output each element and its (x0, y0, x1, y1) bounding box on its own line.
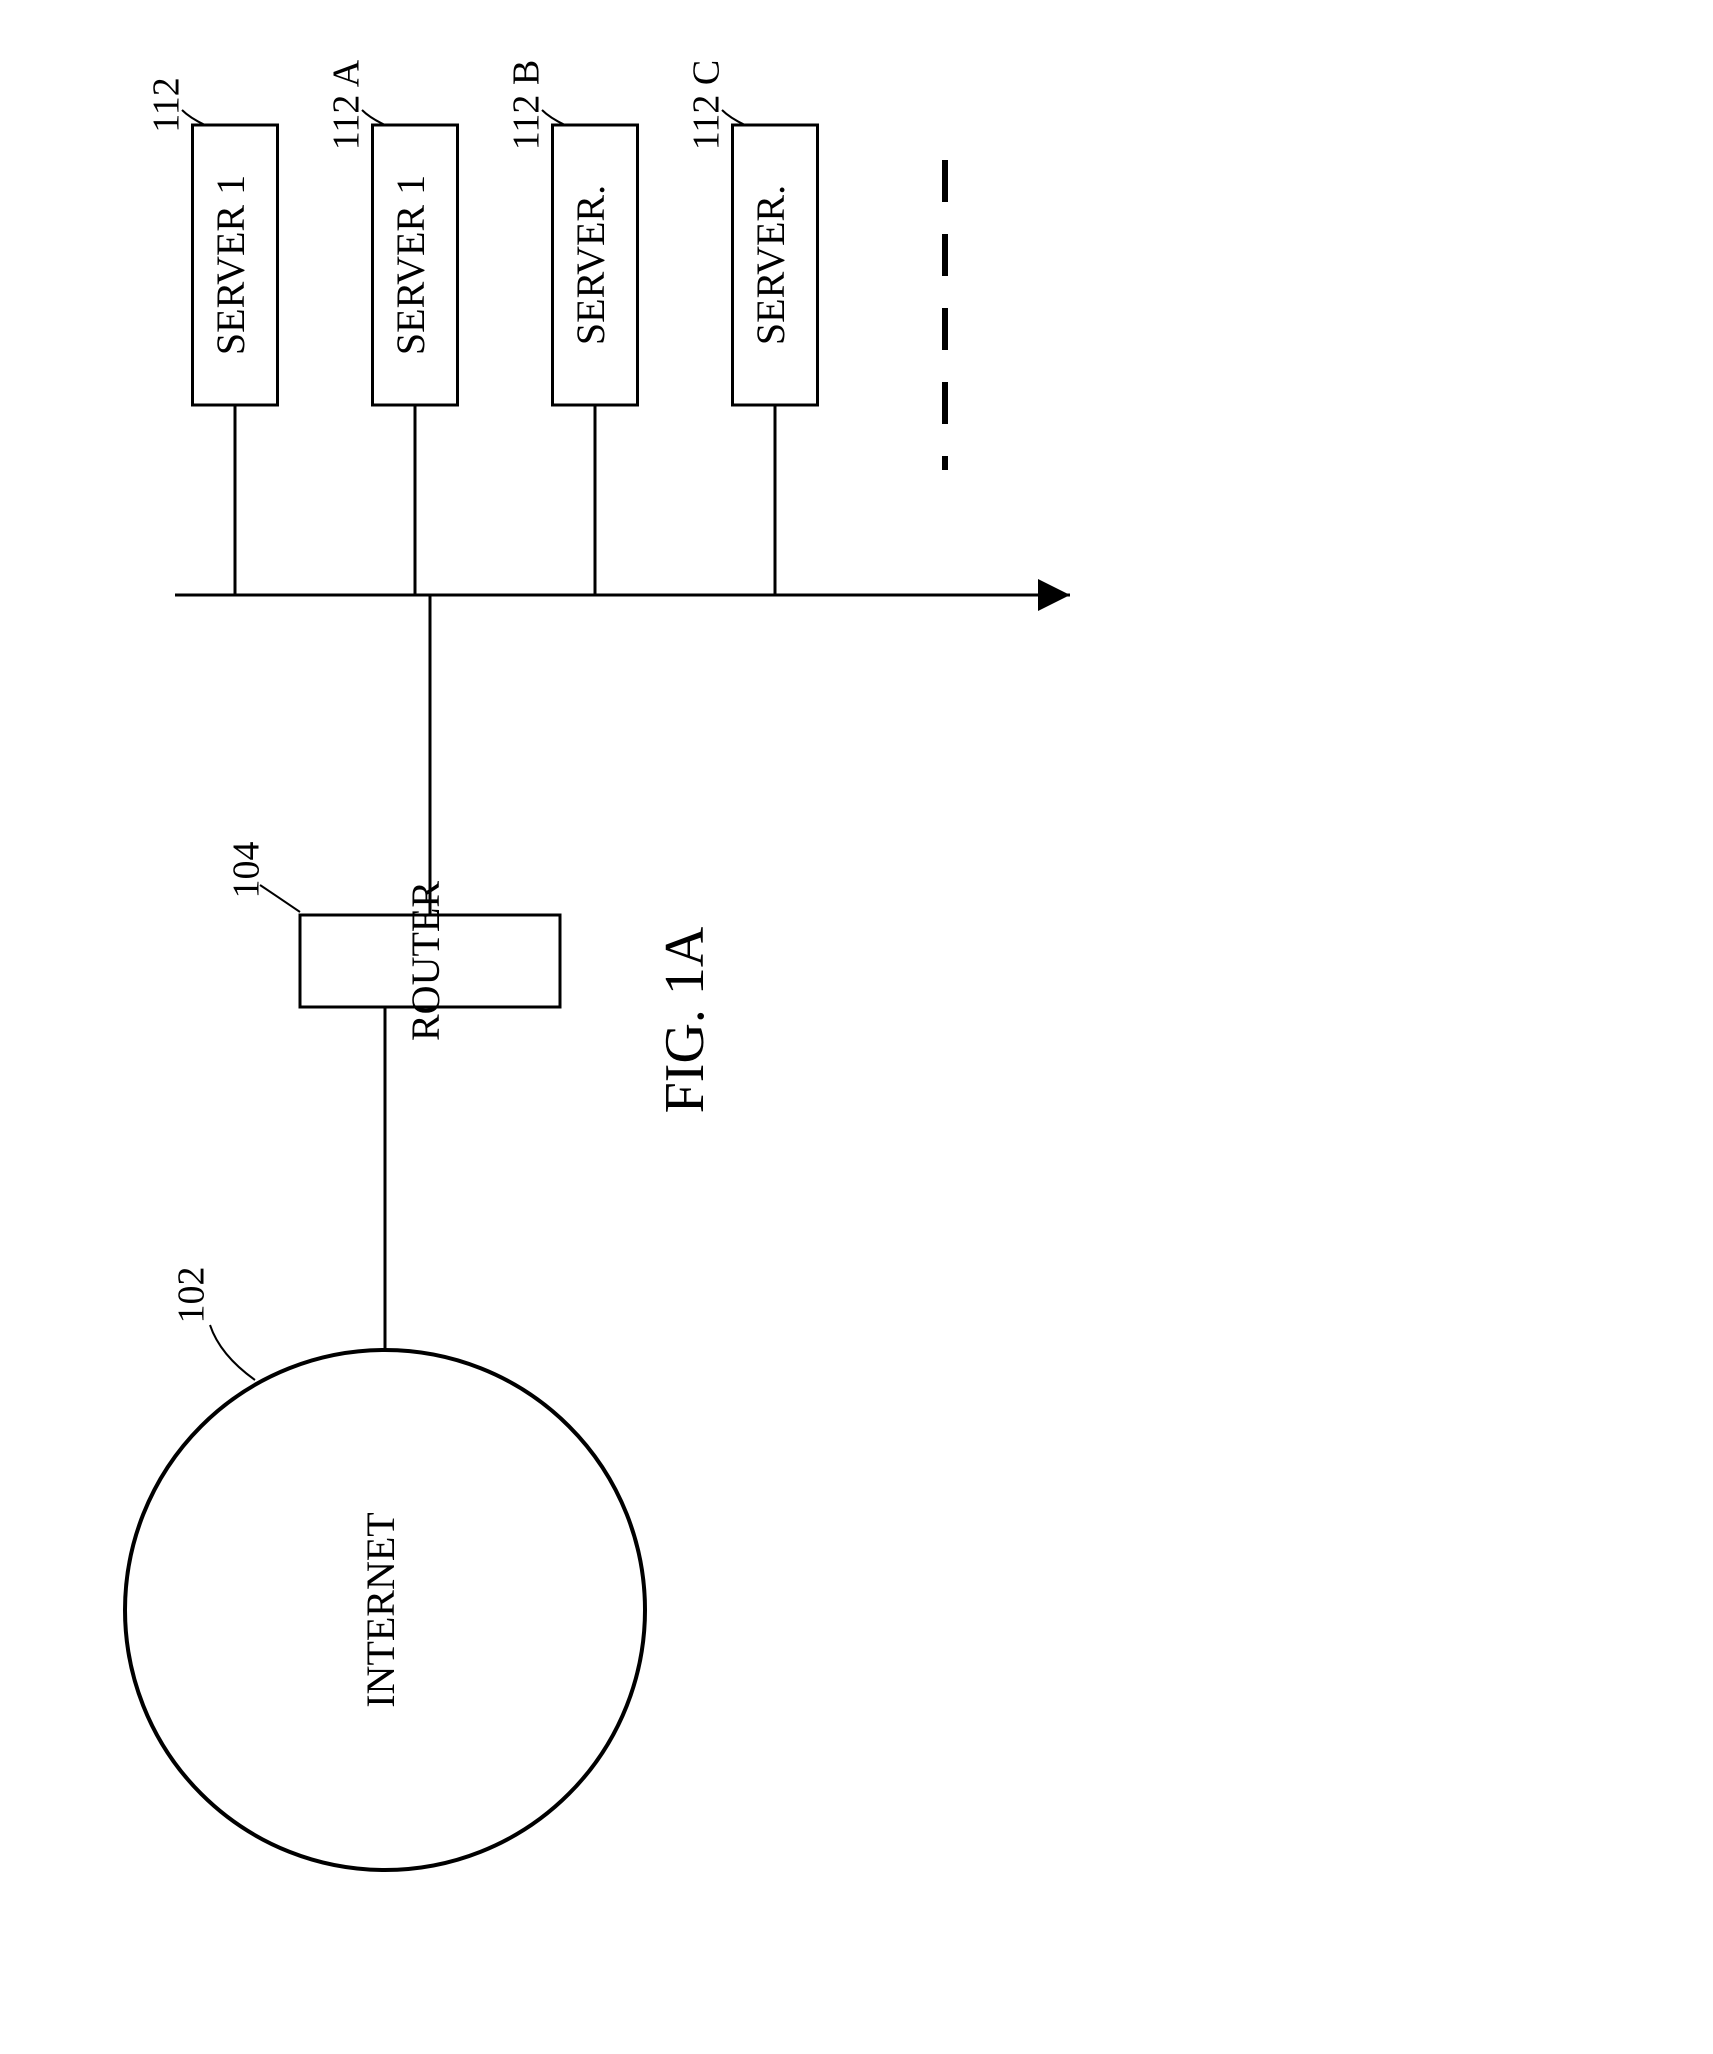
server-ref-2: 112 B (506, 60, 548, 150)
server-ref-1: 112 A (326, 59, 368, 150)
internet-label: INTERNET (358, 1512, 403, 1708)
server-label-0: SERVER 1 (208, 175, 253, 355)
server-ref-0: 112 (146, 77, 188, 133)
server-label-2: SERVER. (568, 185, 613, 345)
bus-arrowhead-icon (1038, 579, 1070, 611)
internet-ref: 102 (171, 1267, 213, 1324)
internet-ref-leader (210, 1325, 255, 1380)
router-label: ROUTER (403, 881, 448, 1041)
server-label-3: SERVER. (748, 185, 793, 345)
server-ref-3: 112 C (686, 60, 728, 150)
figure-caption: FIG. 1A (654, 926, 716, 1113)
server-label-1: SERVER 1 (388, 175, 433, 355)
router-ref: 104 (226, 842, 268, 899)
